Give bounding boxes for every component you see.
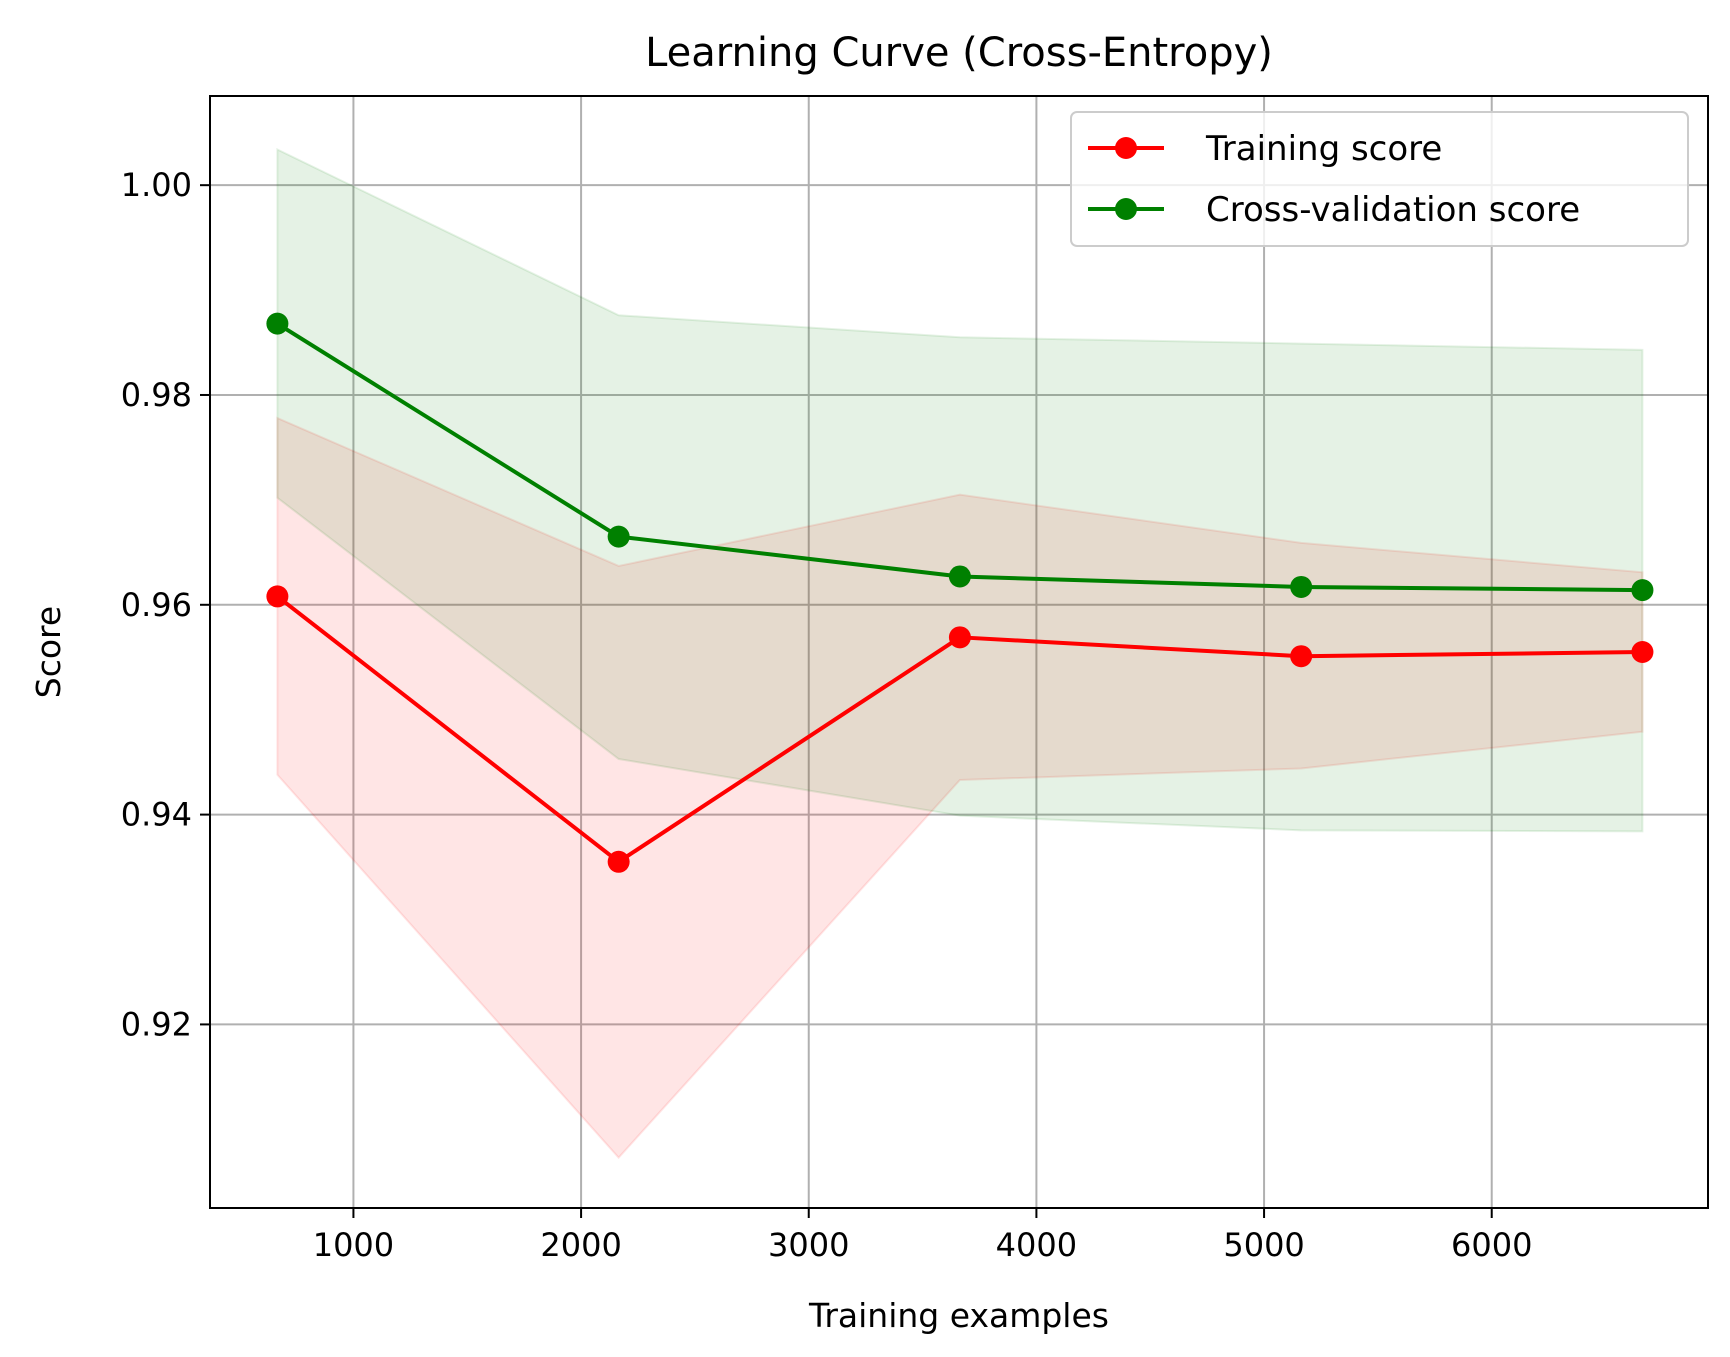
training-score-point bbox=[948, 626, 971, 649]
legend-marker-cross-validation bbox=[1115, 198, 1137, 220]
x-tick-label: 1000 bbox=[313, 1226, 394, 1264]
x-axis-ticks: 1000 2000 3000 4000 5000 6000 bbox=[313, 1208, 1532, 1264]
plot-frame bbox=[209, 95, 1709, 1209]
x-tick-label: 3000 bbox=[768, 1226, 849, 1264]
cross-validation-score-point bbox=[607, 525, 630, 548]
legend: Training score Cross-validation score bbox=[1070, 111, 1689, 247]
training-score-band bbox=[276, 416, 1644, 1160]
cross-validation-score-point bbox=[1290, 575, 1313, 598]
x-tick-label: 5000 bbox=[1223, 1226, 1304, 1264]
x-tick-label: 6000 bbox=[1451, 1226, 1532, 1264]
series-points bbox=[266, 312, 1654, 873]
legend-label-training: Training score bbox=[1205, 129, 1442, 169]
training-score-point bbox=[266, 585, 289, 608]
training-score-point bbox=[607, 850, 630, 873]
training-score-point bbox=[1631, 641, 1654, 663]
cross-validation-score-point bbox=[266, 312, 289, 335]
y-tick-label: 0.98 bbox=[121, 376, 192, 414]
cross-validation-score-point bbox=[948, 565, 971, 588]
y-axis-ticks: 0.92 0.94 0.96 0.98 1.00 bbox=[121, 166, 210, 1043]
y-axis-label: Score bbox=[29, 606, 68, 698]
y-tick-label: 0.94 bbox=[121, 796, 192, 834]
x-tick-label: 4000 bbox=[996, 1226, 1077, 1264]
training-score-point bbox=[1290, 645, 1313, 668]
legend-marker-training bbox=[1115, 137, 1137, 159]
x-tick-label: 2000 bbox=[540, 1226, 621, 1264]
chart-title: Learning Curve (Cross-Entropy) bbox=[645, 30, 1273, 76]
legend-label-cross-validation: Cross-validation score bbox=[1206, 190, 1580, 230]
y-tick-label: 1.00 bbox=[121, 166, 192, 204]
x-axis-label: Training examples bbox=[808, 1296, 1109, 1335]
cross-validation-score-point bbox=[1631, 579, 1654, 602]
y-tick-label: 0.92 bbox=[121, 1005, 192, 1043]
y-tick-label: 0.96 bbox=[121, 586, 192, 624]
legend-box bbox=[1070, 111, 1689, 247]
